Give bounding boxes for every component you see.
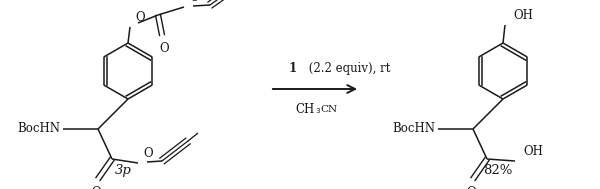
Text: (2.2 equiv), rt: (2.2 equiv), rt (305, 62, 391, 75)
Text: $_3$CN: $_3$CN (315, 103, 338, 116)
Text: O: O (143, 147, 152, 160)
Text: BocHN: BocHN (17, 122, 60, 136)
Text: O: O (91, 186, 101, 189)
Text: OH: OH (523, 145, 543, 158)
Text: O: O (135, 11, 145, 24)
Text: 3p: 3p (115, 164, 131, 177)
Text: BocHN: BocHN (392, 122, 435, 136)
Text: CH: CH (296, 103, 315, 116)
Text: OH: OH (513, 9, 533, 22)
Text: O: O (159, 42, 169, 55)
Text: 1: 1 (289, 62, 297, 75)
Text: O: O (189, 0, 199, 4)
Text: 82%: 82% (484, 164, 512, 177)
Text: O: O (466, 186, 476, 189)
